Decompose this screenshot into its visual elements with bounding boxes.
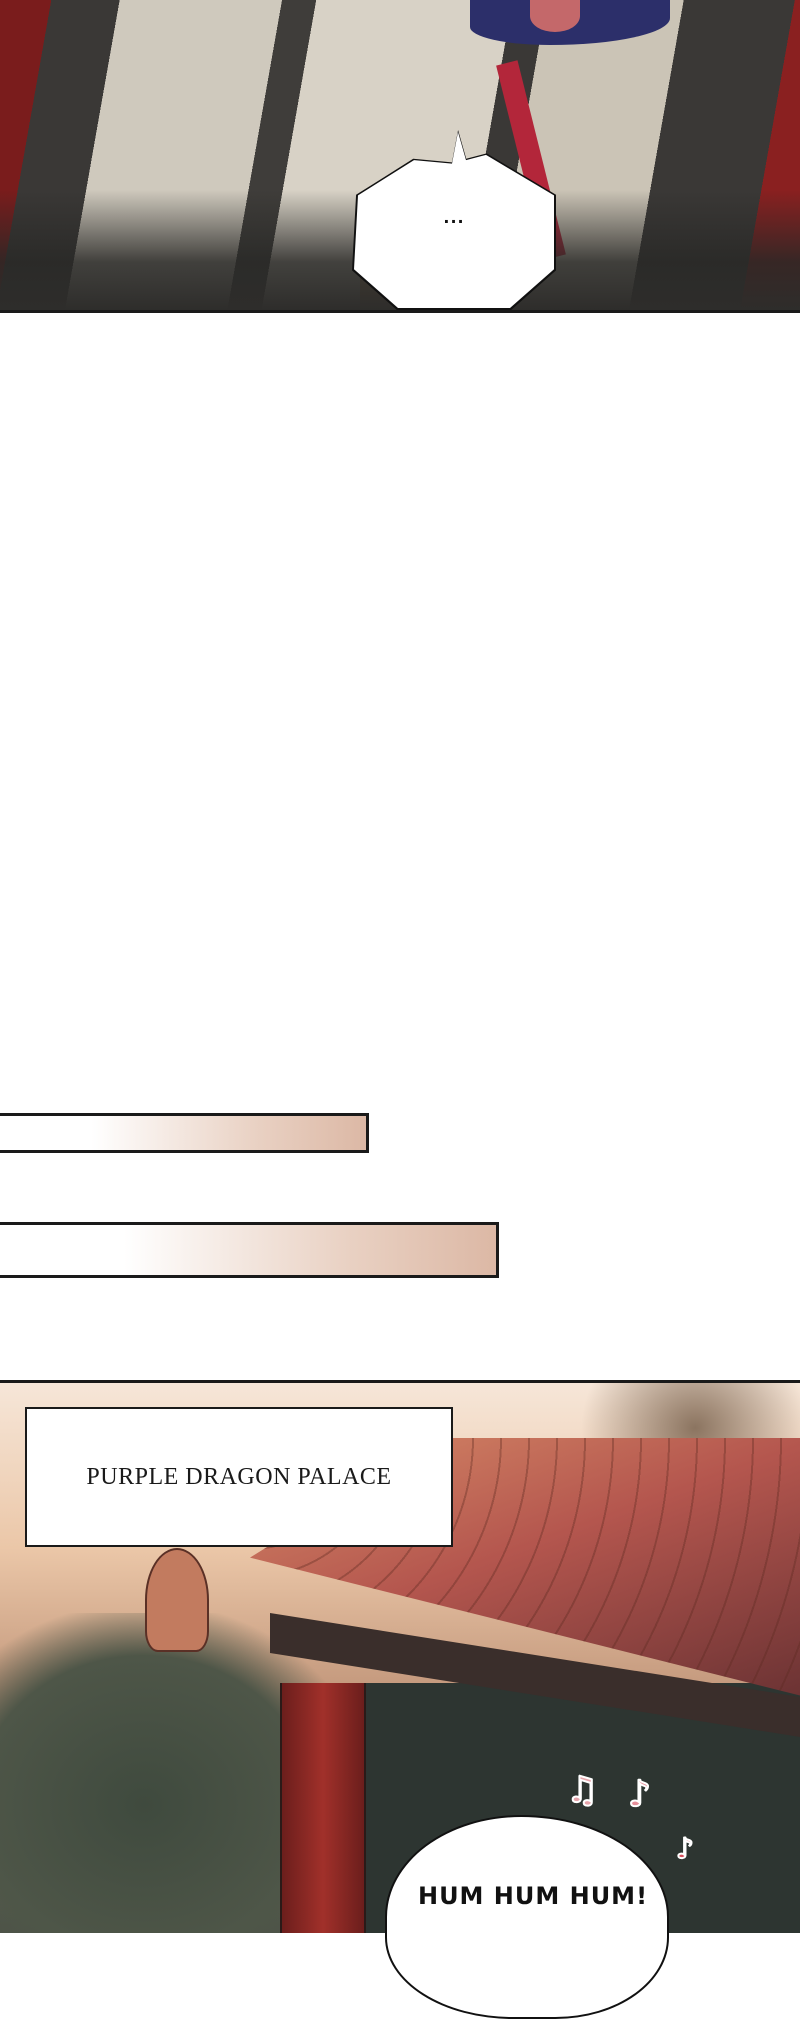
character-mouth <box>530 0 580 32</box>
speech-bubble-hum <box>385 1815 669 2019</box>
caption-text: PURPLE DRAGON PALACE <box>86 1463 392 1490</box>
music-note-icon: ♫ <box>565 1769 599 1812</box>
speech-bubble: ... <box>352 130 556 310</box>
transition-bar-long <box>0 1222 499 1278</box>
music-note-icon: ♪ <box>675 1831 695 1866</box>
roof-ornament <box>145 1548 209 1652</box>
transition-bar-short <box>0 1113 369 1153</box>
speech-bubble-hum-text: HUM HUM HUM! <box>417 1882 649 1910</box>
music-note-icon: ♪ <box>627 1773 652 1816</box>
speech-bubble-text: ... <box>443 208 465 227</box>
red-pillar <box>280 1683 366 1933</box>
comic-panel-1: ... <box>0 0 800 313</box>
location-caption: PURPLE DRAGON PALACE <box>25 1407 453 1547</box>
